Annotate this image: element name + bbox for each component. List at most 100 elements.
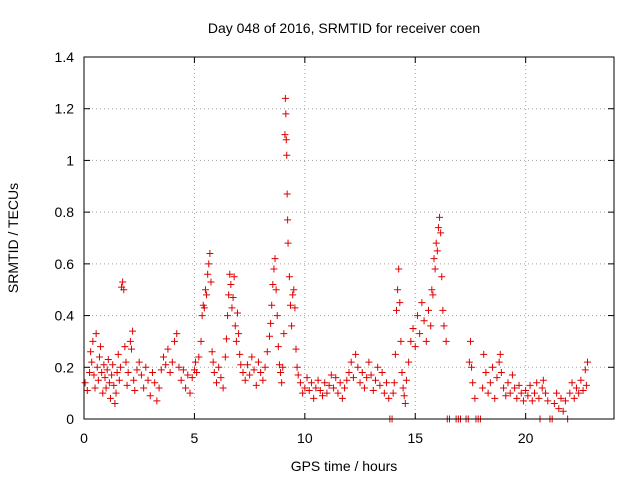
data-point — [108, 371, 116, 379]
data-point — [533, 379, 541, 387]
data-point — [398, 368, 406, 376]
data-point — [222, 335, 230, 343]
data-point — [250, 366, 258, 374]
data-point — [319, 392, 326, 400]
data-point — [469, 379, 477, 387]
data-point — [338, 394, 346, 402]
data-point — [198, 312, 206, 320]
data-point — [184, 371, 192, 379]
data-point — [224, 312, 232, 320]
data-point — [177, 376, 185, 384]
data-point — [135, 358, 143, 366]
data-point — [290, 286, 298, 294]
data-point — [144, 376, 152, 384]
data-point — [497, 368, 505, 376]
data-point — [81, 379, 89, 387]
data-point — [115, 376, 123, 384]
data-point — [283, 190, 291, 198]
data-point — [86, 368, 94, 376]
data-point — [268, 301, 276, 309]
data-point — [493, 374, 501, 382]
data-point — [392, 306, 400, 314]
data-point — [579, 387, 587, 395]
data-point — [356, 379, 364, 387]
data-point — [428, 286, 436, 294]
data-point — [535, 394, 543, 402]
data-points — [81, 94, 591, 423]
data-point — [278, 379, 286, 387]
data-point — [550, 399, 558, 407]
data-point — [376, 381, 384, 389]
data-point — [266, 332, 273, 340]
data-point — [274, 343, 282, 351]
data-point — [119, 278, 127, 286]
data-point — [431, 265, 439, 273]
data-point — [279, 363, 287, 371]
data-point — [257, 368, 265, 376]
y-tick-labels: 0 0.2 0.4 0.6 0.8 1 1.2 1.4 — [55, 49, 75, 427]
data-point — [391, 350, 399, 358]
data-point — [332, 374, 340, 382]
data-point — [272, 286, 280, 294]
data-point — [570, 394, 578, 402]
data-point — [98, 368, 106, 376]
data-point — [271, 255, 279, 263]
data-point — [126, 337, 134, 345]
data-point — [129, 327, 137, 335]
data-point — [374, 363, 382, 371]
data-point — [91, 384, 99, 392]
data-point — [277, 368, 285, 376]
data-point — [217, 374, 225, 382]
data-point — [299, 389, 307, 397]
data-point — [93, 363, 101, 371]
data-point — [327, 371, 335, 379]
data-point — [102, 384, 110, 392]
data-point — [389, 389, 397, 397]
data-point — [399, 384, 407, 392]
data-point — [305, 387, 313, 395]
data-point — [491, 394, 499, 402]
data-point — [557, 394, 565, 402]
data-point — [500, 384, 508, 392]
data-point — [341, 384, 349, 392]
data-point — [203, 291, 211, 299]
data-point — [566, 389, 574, 397]
x-tick-label: 5 — [191, 430, 199, 446]
data-point — [205, 260, 213, 268]
data-point — [416, 330, 424, 338]
data-point — [133, 366, 141, 374]
data-point — [465, 358, 473, 366]
data-point — [561, 397, 569, 405]
data-point — [209, 358, 217, 366]
data-point — [233, 309, 241, 317]
data-point — [248, 353, 256, 361]
data-point — [243, 361, 251, 369]
data-point — [200, 304, 208, 312]
data-point — [204, 270, 212, 278]
data-point — [239, 368, 247, 376]
y-tick-label: 1 — [66, 152, 74, 168]
y-tick-label: 0.6 — [55, 256, 75, 272]
y-tick-label: 0 — [66, 411, 74, 427]
data-point — [124, 368, 132, 376]
data-point — [282, 136, 290, 144]
data-point — [283, 151, 291, 159]
data-point — [273, 312, 281, 320]
data-point — [390, 379, 398, 387]
data-point — [581, 366, 589, 374]
data-point — [140, 384, 148, 392]
data-point — [400, 392, 408, 400]
data-point — [88, 358, 96, 366]
data-point — [345, 368, 353, 376]
data-point — [310, 394, 318, 402]
data-point — [288, 322, 296, 330]
data-point — [303, 374, 311, 382]
data-point — [396, 299, 404, 307]
y-tick-label: 0.2 — [55, 359, 75, 375]
data-point — [241, 376, 249, 384]
data-point — [433, 247, 441, 255]
data-point — [378, 368, 386, 376]
data-point — [515, 381, 523, 389]
data-point — [301, 384, 309, 392]
data-point — [432, 239, 440, 247]
